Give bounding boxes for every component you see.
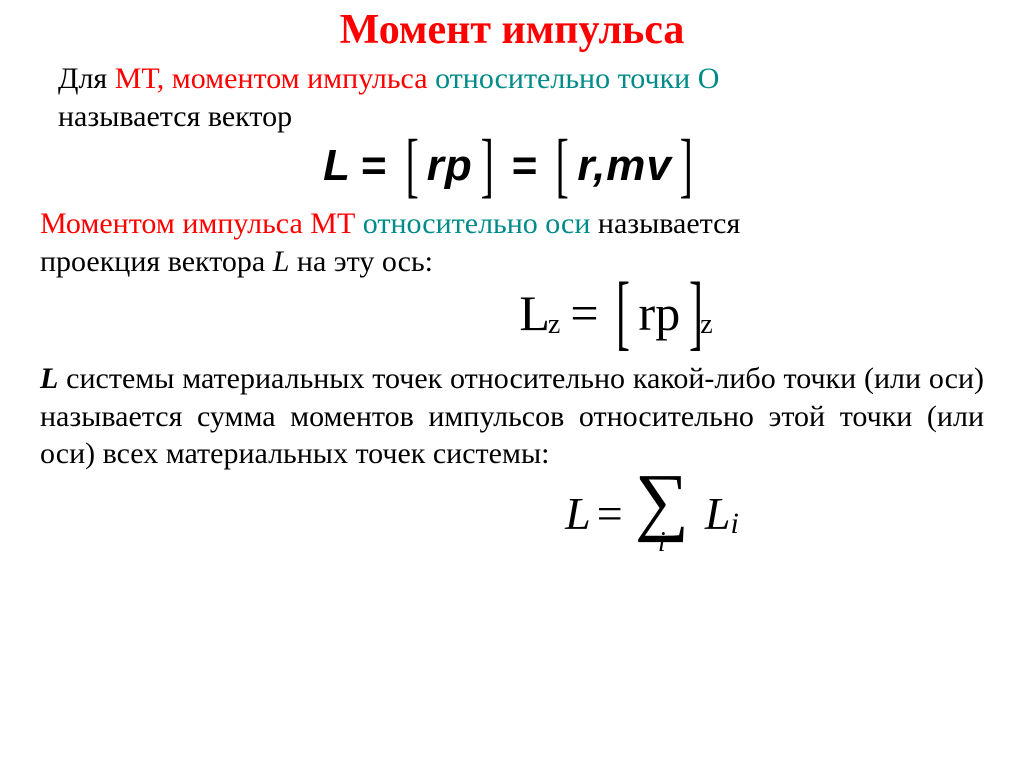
equation-2: L z = [ rp ] z [519,284,724,342]
p2-line2a: проекция вектора [40,245,273,278]
eq2-rp: rp [639,284,681,342]
p1-lead: Для [58,62,115,95]
paragraph-2: Моментом импульса МТ относительно оси на… [40,205,984,280]
eq1-lb1: [ [404,146,420,186]
eq1-eq2: = [502,141,549,191]
p1-line2: называется вектор [58,100,292,133]
sigma-icon: ∑ [635,469,689,534]
eq3-sum: ∑ i [629,469,695,560]
eq1-lb2: [ [555,146,571,186]
paragraph-1: Для МТ, моментом импульса относительно т… [58,60,984,135]
eq1-rb2: ] [678,146,694,186]
eq3-eq: = [591,487,629,540]
p2-rest1: называется [598,207,740,240]
eq1-rp: rp [427,141,473,191]
eq1-rb1: ] [479,146,495,186]
paragraph-3: L системы материальных точек относительн… [40,360,984,473]
slide: Момент импульса Для МТ, моментом импульс… [0,0,1024,579]
equation-3: L = ∑ i L i [565,469,739,560]
eq2-eq: = [562,284,606,342]
eq1-L: L [323,141,351,191]
title: Момент импульса [40,6,984,54]
equation-1: L = [ rp ] = [ r,mv ] [323,141,701,191]
p2-line2b: на эту ось: [289,245,433,278]
p1-red: МТ, моментом импульса [115,62,435,95]
eq3-sum-index: i [658,527,666,559]
eq1-rmv: r,mv [577,141,672,191]
p2-L-italic: L [273,245,290,278]
equation-3-wrap: L = ∑ i L i [320,469,984,560]
p1-teal: относительно точки О [435,62,719,95]
p3-L: L [40,362,58,395]
p2-red: Моментом импульса МТ [40,207,363,240]
eq2-L: L [519,284,550,342]
equation-1-wrap: L = [ rp ] = [ r,mv ] [40,141,984,191]
eq3-L: L [565,487,591,540]
p3-rest: системы материальных точек относительно … [40,362,984,470]
eq2-z2: z [700,309,712,341]
eq3-Li: L [705,487,731,540]
eq2-z1: z [548,309,560,341]
eq1-eq1: = [351,141,398,191]
eq2-lb: [ [615,290,631,336]
p2-teal: относительно оси [363,207,598,240]
equation-2-wrap: L z = [ rp ] z [260,284,984,342]
eq3-i-sub: i [730,507,738,541]
